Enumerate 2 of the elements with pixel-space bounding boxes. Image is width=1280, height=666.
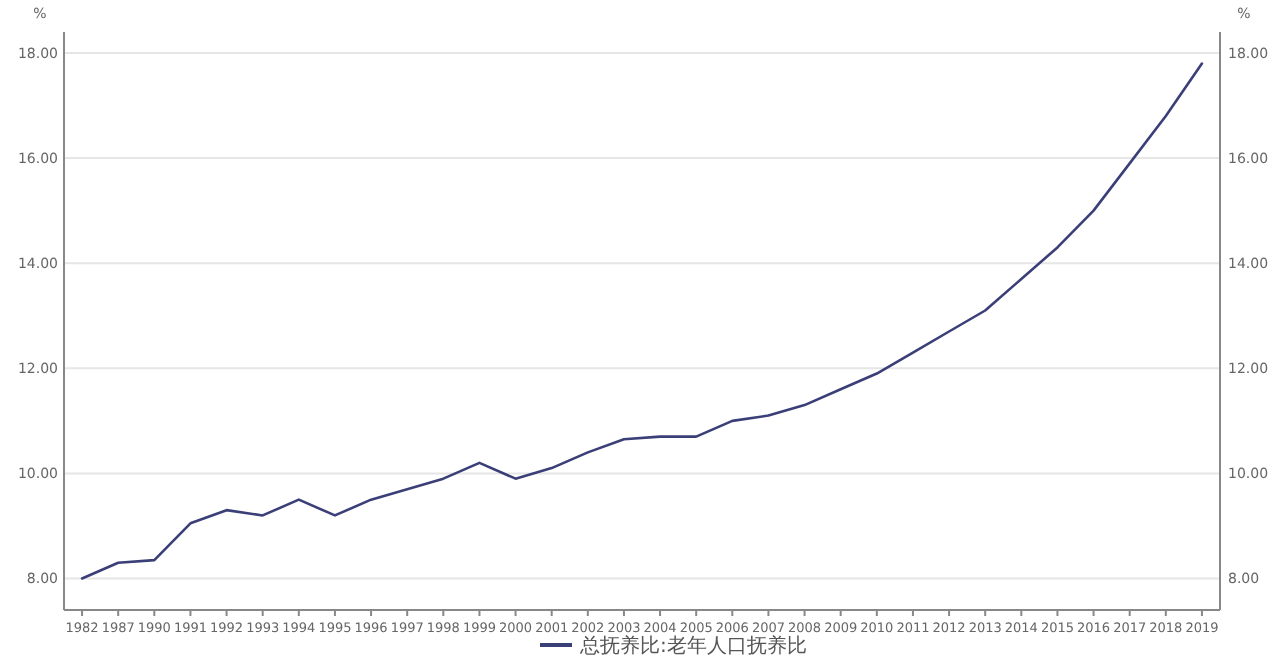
legend-label: 总抚养比:老年人口抚养比: [578, 634, 807, 658]
line-series: [80, 62, 1204, 580]
